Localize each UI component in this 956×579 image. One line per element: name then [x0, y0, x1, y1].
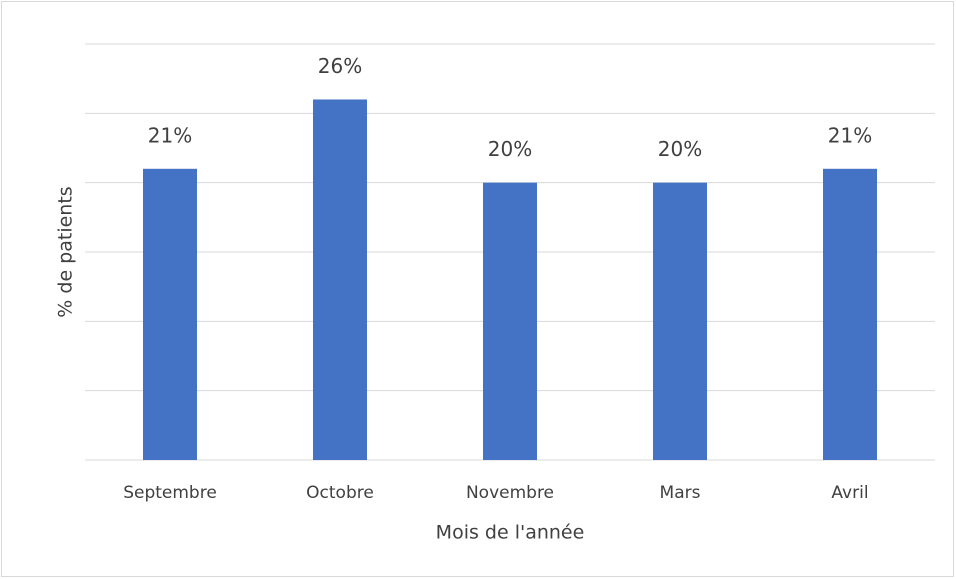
bar [143, 168, 197, 461]
data-label: 20% [488, 137, 532, 161]
x-tick-label: Mars [660, 483, 701, 503]
data-label: 20% [658, 137, 702, 161]
x-tick-label: Avril [831, 483, 868, 503]
x-tick-label: Novembre [466, 483, 554, 503]
data-label: 21% [828, 123, 872, 147]
bar [823, 168, 877, 461]
data-label: 26% [318, 54, 362, 78]
x-tick-label: Septembre [123, 483, 217, 503]
y-axis-title: % de patients [55, 186, 77, 317]
bar [483, 182, 537, 460]
x-axis-title: Mois de l'année [436, 522, 585, 544]
data-label: 21% [148, 123, 192, 147]
bar [313, 99, 367, 460]
x-tick-label: Octobre [306, 483, 374, 503]
bar [653, 182, 707, 460]
